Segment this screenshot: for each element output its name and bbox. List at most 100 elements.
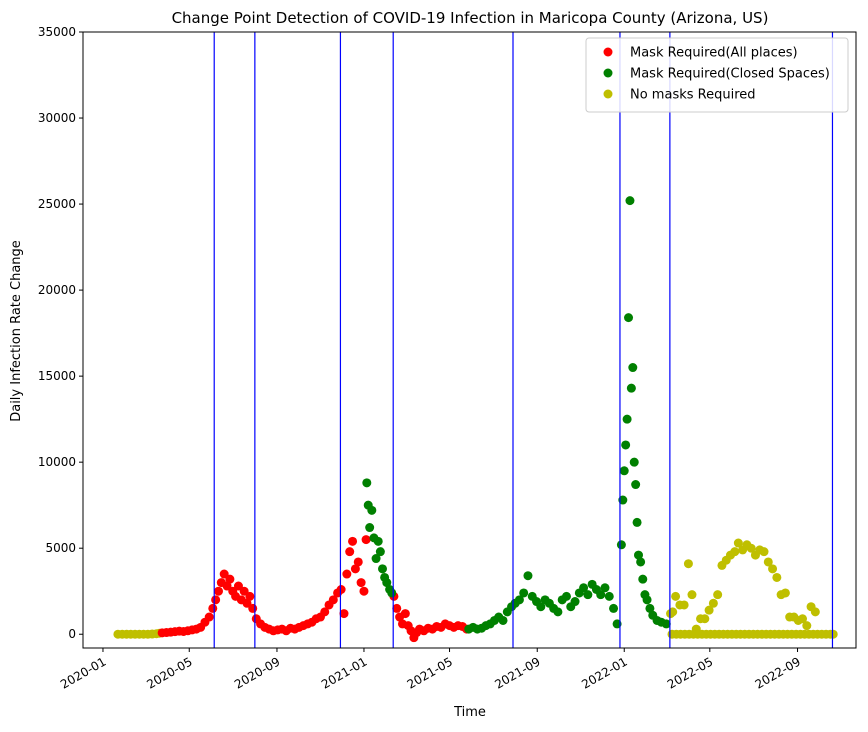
- data-point: [759, 547, 769, 557]
- data-point: [768, 564, 778, 574]
- data-point: [375, 547, 385, 557]
- data-point: [642, 595, 652, 605]
- plot-area: 0 5000 10000 15000 20000 25000 30000 35000 2020-…: [38, 25, 857, 692]
- data-point: [631, 480, 641, 490]
- data-point: [320, 607, 330, 617]
- data-point: [248, 603, 258, 613]
- data-point: [634, 550, 643, 560]
- series-2: [362, 196, 671, 634]
- data-point: [561, 591, 571, 601]
- y-tick-label: 20000: [38, 283, 76, 297]
- data-point: [618, 495, 628, 505]
- y-tick-label: 0: [68, 627, 76, 641]
- data-point: [626, 383, 636, 393]
- chart-title: Change Point Detection of COVID-19 Infec…: [172, 9, 769, 27]
- data-point: [204, 612, 214, 622]
- data-point: [328, 595, 338, 605]
- data-point: [359, 586, 369, 596]
- legend-label: Mask Required(Closed Spaces): [630, 67, 830, 82]
- y-tick-label: 35000: [38, 25, 76, 39]
- data-point: [348, 536, 358, 546]
- data-point: [361, 535, 371, 545]
- data-point: [339, 609, 349, 619]
- data-point: [679, 600, 689, 610]
- x-axis-label: Time: [453, 705, 486, 720]
- data-point: [704, 605, 714, 615]
- data-point: [780, 588, 790, 598]
- data-point: [371, 554, 381, 564]
- data-point: [828, 629, 838, 639]
- data-point: [392, 603, 402, 613]
- data-point: [798, 614, 808, 624]
- data-point: [619, 466, 629, 476]
- x-tick-label: 2022-09: [753, 654, 803, 691]
- y-tick-label: 10000: [38, 455, 76, 469]
- data-point: [616, 540, 626, 550]
- data-point: [387, 588, 397, 598]
- data-point: [342, 569, 352, 579]
- data-point: [219, 569, 229, 579]
- data-point: [730, 547, 740, 557]
- data-point: [378, 564, 387, 574]
- data-point: [350, 564, 360, 574]
- data-point: [596, 590, 606, 600]
- x-tick-label: 2021-01: [319, 654, 369, 691]
- data-point: [661, 619, 671, 629]
- x-tick-label: 2021-09: [492, 654, 542, 691]
- data-point: [245, 591, 255, 601]
- series-1: [157, 535, 472, 643]
- data-point: [763, 557, 773, 567]
- data-point: [671, 591, 681, 601]
- data-point: [638, 574, 648, 584]
- data-point: [746, 543, 756, 553]
- data-point: [628, 363, 638, 373]
- x-tick-label: 2022-01: [579, 654, 629, 691]
- y-tick-label: 15000: [38, 369, 76, 383]
- data-point: [514, 595, 524, 605]
- data-point: [233, 581, 243, 591]
- data-point: [345, 547, 355, 557]
- data-point: [536, 602, 546, 612]
- data-point: [211, 595, 221, 605]
- data-point: [624, 313, 634, 323]
- data-point: [621, 440, 631, 450]
- data-point: [810, 607, 820, 617]
- data-point: [225, 574, 235, 584]
- x-tick-label: 2020-05: [144, 654, 194, 691]
- data-point: [498, 615, 508, 625]
- data-point: [609, 603, 619, 613]
- legend-label: Mask Required(All places): [630, 46, 798, 61]
- data-point: [579, 583, 589, 593]
- legend-marker: [603, 47, 613, 57]
- data-point: [570, 597, 580, 607]
- data-point: [519, 588, 529, 598]
- x-tick-label: 2020-01: [58, 654, 108, 691]
- data-point: [382, 578, 392, 588]
- legend: Mask Required(All places) Mask Required(C…: [585, 37, 849, 113]
- data-point: [367, 505, 377, 515]
- y-tick-label: 30000: [38, 111, 76, 125]
- data-point: [600, 583, 610, 593]
- data-point: [336, 585, 346, 594]
- data-point: [362, 478, 372, 488]
- y-tick-label: 25000: [38, 197, 76, 211]
- data-point: [242, 598, 252, 608]
- legend-box: [585, 37, 849, 113]
- data-point: [636, 557, 646, 567]
- data-point: [553, 607, 563, 617]
- data-point: [645, 603, 655, 613]
- data-point: [625, 196, 635, 206]
- data-point: [733, 538, 743, 548]
- y-tick-label: 5000: [45, 541, 76, 555]
- data-point: [632, 517, 642, 527]
- data-point: [365, 523, 375, 533]
- plot-frame: [82, 31, 857, 649]
- data-point: [583, 590, 593, 600]
- data-point: [523, 571, 533, 581]
- data-point: [604, 591, 614, 601]
- data-point: [629, 457, 639, 467]
- x-tick-label: 2020-09: [232, 654, 282, 691]
- data-point: [239, 586, 249, 596]
- data-point: [612, 619, 622, 629]
